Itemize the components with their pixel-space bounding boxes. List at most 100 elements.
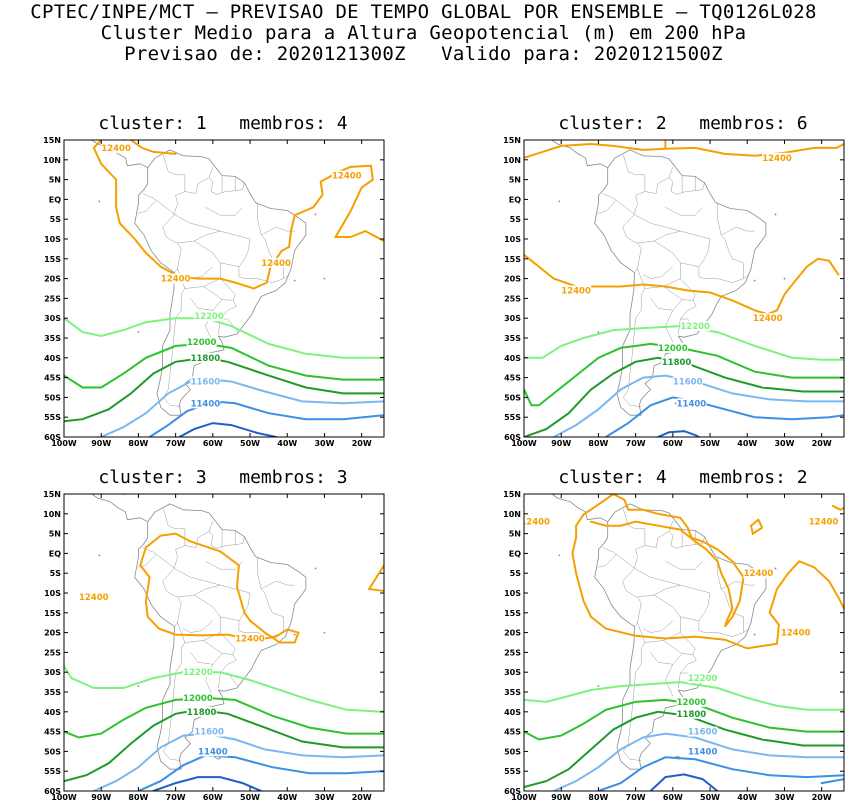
lon-label: 80W — [588, 439, 608, 448]
contour-label-bg — [197, 746, 228, 757]
lat-label: 45S — [504, 374, 521, 383]
lat-label: 45S — [44, 728, 61, 737]
lat-label: 30S — [504, 668, 521, 677]
contour-label-bg — [676, 696, 707, 707]
contour-label: 12000 — [183, 694, 213, 704]
contour-label-bg — [672, 376, 703, 387]
country-border — [622, 288, 646, 407]
lat-label: 60S — [504, 433, 521, 442]
lat-label: 10S — [504, 589, 521, 598]
contour-12400 — [367, 564, 384, 592]
contour-label-bg — [657, 342, 688, 353]
country-border — [635, 214, 681, 232]
contour-label-bg — [762, 152, 793, 163]
contour-label: 11600 — [688, 728, 718, 738]
contour-label-bg — [160, 273, 191, 284]
contour-label: 12400 — [101, 144, 131, 154]
contour-label-bg — [561, 285, 592, 296]
lat-label: 35S — [504, 688, 521, 697]
lon-label: 30W — [314, 793, 334, 802]
map-frame — [523, 139, 845, 438]
lat-label: 55S — [504, 767, 521, 776]
map-frame — [63, 493, 385, 792]
country-border — [257, 557, 284, 633]
island — [558, 200, 561, 203]
contour-label: 12400 — [520, 518, 550, 528]
lon-label: 50W — [700, 439, 720, 448]
contour-11200 — [178, 422, 278, 437]
lon-label: 50W — [240, 793, 260, 802]
lat-label: 50S — [44, 393, 61, 402]
contour-12400 — [831, 504, 844, 511]
lat-label: 20S — [504, 629, 521, 638]
lat-label: 45S — [504, 728, 521, 737]
contour-label-bg — [680, 321, 711, 332]
contour-11800 — [524, 710, 844, 788]
lon-label: 90W — [91, 793, 111, 802]
country-border — [743, 274, 750, 279]
contour-label: 11800 — [662, 358, 692, 368]
contour-label-bg — [752, 313, 783, 324]
country-border — [650, 652, 683, 665]
island — [753, 279, 756, 282]
lat-label: 55S — [44, 767, 61, 776]
lat-label: 35S — [44, 688, 61, 697]
contour-label-bg — [194, 311, 225, 322]
country-border — [174, 622, 178, 627]
contour-label: 11800 — [191, 354, 221, 364]
lat-label: 25S — [44, 294, 61, 303]
contour-label: 12400 — [79, 593, 109, 603]
country-border — [220, 238, 251, 267]
contour-label-bg — [190, 376, 221, 387]
island — [137, 331, 140, 333]
lat-label: EQ — [509, 195, 521, 204]
country-border — [194, 230, 251, 242]
lat-label: 50S — [504, 747, 521, 756]
island — [783, 277, 786, 280]
lat-label: 30S — [504, 314, 521, 323]
contour-11800 — [524, 356, 844, 437]
country-border — [156, 200, 176, 216]
lon-label: 50W — [240, 439, 260, 448]
lat-label: 15S — [504, 609, 521, 618]
lat-label: 10N — [43, 510, 61, 519]
lon-label: 60W — [203, 439, 223, 448]
contour-11600 — [552, 374, 844, 437]
contour-label-bg — [186, 706, 217, 717]
country-border — [642, 266, 673, 279]
country-border — [663, 632, 696, 655]
lon-label: 80W — [588, 793, 608, 802]
contour-label: 12000 — [677, 698, 707, 708]
contour-label-bg — [101, 142, 132, 153]
lon-label: 70W — [166, 793, 186, 802]
panel-2-map: 12400 12400 12400 12200 12000 11800 11600 11400… — [503, 136, 845, 448]
lat-label: 40S — [44, 708, 61, 717]
country-border — [635, 568, 681, 586]
lon-label: 80W — [128, 793, 148, 802]
lon-label: 40W — [277, 793, 297, 802]
country-border — [175, 568, 221, 586]
map-frame — [63, 139, 385, 438]
coastline-central-america — [91, 140, 148, 169]
lat-label: 15S — [44, 609, 61, 618]
country-border — [665, 561, 703, 570]
panel-3-title: cluster: 3 membros: 3 — [98, 467, 348, 488]
country-border — [174, 268, 178, 273]
lat-label: 5N — [509, 176, 521, 185]
lon-label: 60W — [663, 439, 683, 448]
contour-label-bg — [194, 726, 225, 737]
lat-label: 60S — [44, 787, 61, 796]
country-border — [743, 628, 750, 633]
country-border — [680, 300, 697, 320]
contour-11600 — [552, 732, 844, 791]
country-border — [184, 177, 210, 194]
country-border — [162, 642, 186, 761]
contour-label-bg — [235, 633, 266, 644]
country-border — [616, 200, 636, 216]
panel-4-map: 12400 12400 12400 12400 12200 12000 11800 11600… — [503, 490, 845, 802]
lon-label: 30W — [314, 439, 334, 448]
contour-label: 12200 — [183, 668, 213, 678]
lat-label: 10S — [44, 589, 61, 598]
country-border — [156, 554, 176, 570]
lat-label: 45S — [44, 374, 61, 383]
